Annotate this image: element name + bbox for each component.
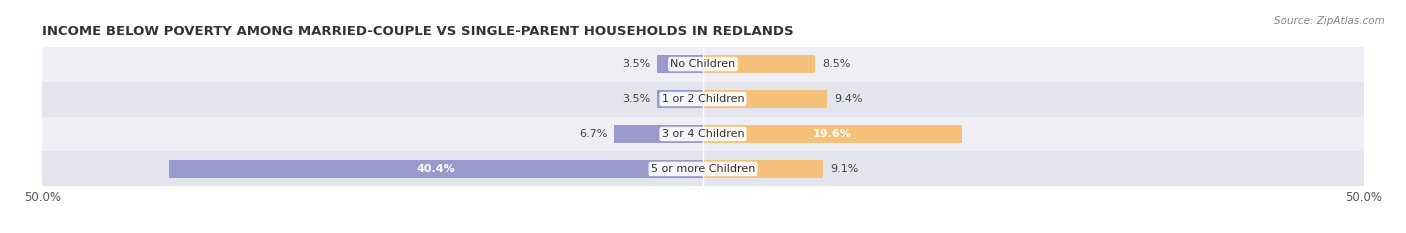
Bar (614, 125, 703, 143)
Text: INCOME BELOW POVERTY AMONG MARRIED-COUPLE VS SINGLE-PARENT HOUSEHOLDS IN REDLAND: INCOME BELOW POVERTY AMONG MARRIED-COUPL… (42, 25, 794, 38)
Bar (42, 82, 1364, 116)
Bar (169, 160, 703, 178)
Bar (703, 160, 824, 178)
Bar (703, 55, 815, 73)
Text: 1 or 2 Children: 1 or 2 Children (662, 94, 744, 104)
Text: Source: ZipAtlas.com: Source: ZipAtlas.com (1274, 16, 1385, 26)
Text: 9.4%: 9.4% (834, 94, 862, 104)
Text: 6.7%: 6.7% (579, 129, 607, 139)
Bar (657, 90, 703, 108)
Bar (42, 116, 1364, 151)
Text: No Children: No Children (671, 59, 735, 69)
Bar (703, 125, 962, 143)
Bar (42, 151, 1364, 186)
Bar (703, 90, 827, 108)
Text: 3.5%: 3.5% (621, 94, 650, 104)
Text: 5 or more Children: 5 or more Children (651, 164, 755, 174)
Text: 3 or 4 Children: 3 or 4 Children (662, 129, 744, 139)
Bar (657, 55, 703, 73)
Text: 40.4%: 40.4% (416, 164, 456, 174)
Text: 8.5%: 8.5% (823, 59, 851, 69)
Bar (42, 47, 1364, 82)
Text: 19.6%: 19.6% (813, 129, 852, 139)
Text: 3.5%: 3.5% (621, 59, 650, 69)
Text: 9.1%: 9.1% (830, 164, 858, 174)
